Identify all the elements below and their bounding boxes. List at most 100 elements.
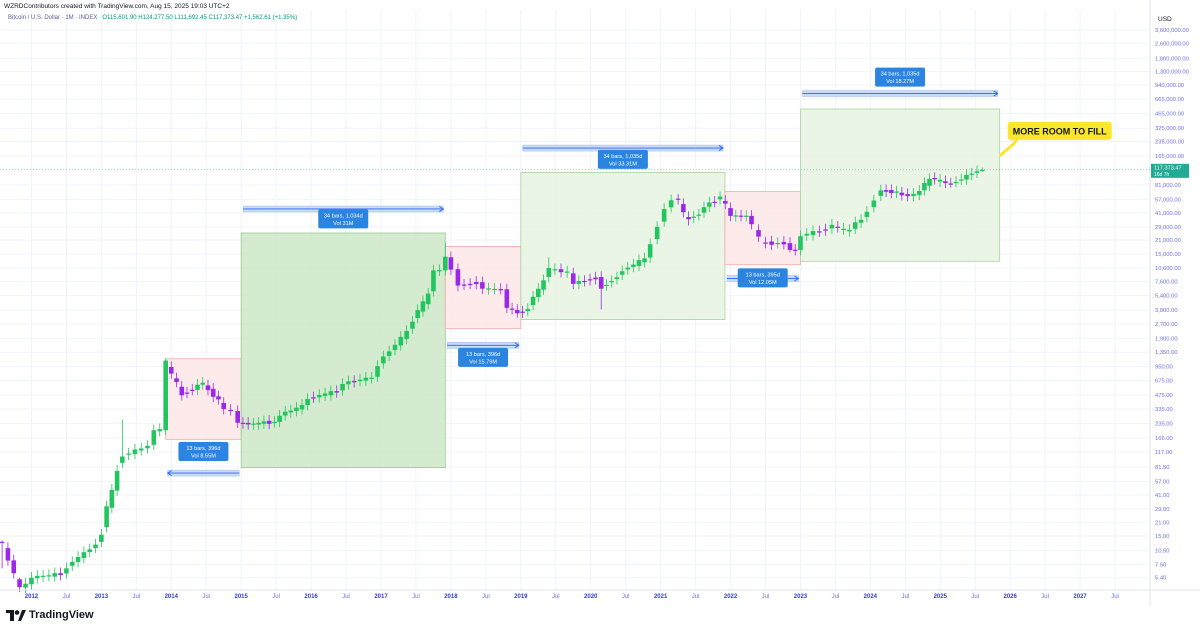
- candle[interactable]: [179, 386, 185, 396]
- candle[interactable]: [23, 583, 28, 588]
- measure-label[interactable]: [178, 441, 229, 461]
- tradingview-logo[interactable]: TradingView: [6, 609, 94, 621]
- candle[interactable]: [109, 489, 115, 508]
- candle[interactable]: [69, 562, 75, 566]
- candle[interactable]: [661, 208, 667, 222]
- candle[interactable]: [351, 380, 357, 383]
- candle[interactable]: [515, 309, 520, 314]
- candle[interactable]: [691, 216, 697, 218]
- candle[interactable]: [266, 420, 272, 424]
- candle[interactable]: [619, 271, 625, 275]
- candle[interactable]: [216, 396, 221, 400]
- candle[interactable]: [964, 174, 969, 180]
- candle[interactable]: [576, 281, 582, 284]
- last-price-marker[interactable]: [1151, 163, 1189, 178]
- candle[interactable]: [894, 191, 899, 193]
- candle[interactable]: [654, 226, 660, 240]
- candle[interactable]: [357, 379, 363, 382]
- currency-label[interactable]: USD: [1158, 16, 1172, 23]
- candle[interactable]: [953, 181, 959, 184]
- candle[interactable]: [99, 534, 104, 542]
- candle[interactable]: [311, 397, 316, 399]
- candle[interactable]: [363, 377, 369, 381]
- candle[interactable]: [598, 277, 604, 289]
- candle[interactable]: [328, 391, 334, 396]
- candle[interactable]: [593, 277, 598, 280]
- candle[interactable]: [282, 411, 288, 416]
- candle[interactable]: [642, 258, 647, 263]
- candle[interactable]: [798, 236, 803, 250]
- candle[interactable]: [11, 560, 17, 574]
- candle[interactable]: [210, 388, 216, 397]
- candle[interactable]: [769, 241, 774, 245]
- candle[interactable]: [701, 207, 707, 213]
- candle[interactable]: [245, 422, 251, 425]
- candle[interactable]: [958, 179, 964, 181]
- candle[interactable]: [631, 264, 636, 267]
- candle[interactable]: [917, 190, 922, 195]
- candle[interactable]: [392, 344, 398, 351]
- candle[interactable]: [927, 178, 932, 186]
- candle[interactable]: [564, 271, 570, 273]
- candle[interactable]: [221, 402, 227, 410]
- candle[interactable]: [943, 181, 948, 183]
- candle[interactable]: [937, 179, 943, 182]
- candle[interactable]: [75, 557, 81, 563]
- candle[interactable]: [804, 233, 810, 236]
- measure-label[interactable]: [875, 67, 926, 87]
- candle[interactable]: [486, 288, 491, 290]
- candle[interactable]: [46, 575, 52, 577]
- candle[interactable]: [712, 201, 718, 203]
- range-box[interactable]: [724, 191, 801, 266]
- candle[interactable]: [138, 448, 144, 451]
- candle[interactable]: [17, 579, 22, 588]
- candle[interactable]: [205, 385, 211, 391]
- candle[interactable]: [381, 356, 386, 364]
- candle[interactable]: [398, 336, 404, 346]
- candle[interactable]: [570, 273, 576, 284]
- candle[interactable]: [461, 284, 467, 286]
- candle[interactable]: [696, 214, 702, 216]
- candle[interactable]: [256, 422, 261, 425]
- candle[interactable]: [823, 229, 828, 231]
- candle[interactable]: [52, 573, 58, 577]
- candle[interactable]: [431, 270, 436, 292]
- candle[interactable]: [775, 243, 781, 245]
- candle[interactable]: [151, 430, 157, 445]
- candle[interactable]: [334, 391, 340, 393]
- range-box[interactable]: [520, 172, 726, 320]
- candle[interactable]: [157, 429, 163, 432]
- candle[interactable]: [969, 173, 975, 175]
- candle[interactable]: [587, 279, 593, 281]
- candle[interactable]: [272, 421, 277, 424]
- candle[interactable]: [455, 269, 461, 286]
- candle[interactable]: [104, 506, 109, 528]
- candle[interactable]: [792, 249, 798, 251]
- candle[interactable]: [546, 268, 552, 278]
- candle[interactable]: [200, 382, 206, 385]
- candle[interactable]: [717, 196, 723, 200]
- candle[interactable]: [614, 277, 620, 280]
- candle[interactable]: [841, 228, 846, 230]
- candle[interactable]: [647, 244, 653, 258]
- candle[interactable]: [852, 222, 858, 229]
- candle[interactable]: [738, 215, 744, 217]
- candle[interactable]: [448, 257, 454, 270]
- candle[interactable]: [707, 202, 712, 207]
- candle[interactable]: [883, 190, 889, 192]
- candle[interactable]: [787, 243, 793, 250]
- candle[interactable]: [743, 215, 749, 217]
- candle[interactable]: [948, 183, 954, 185]
- candle[interactable]: [340, 383, 345, 391]
- candle[interactable]: [174, 378, 179, 382]
- candle[interactable]: [410, 321, 415, 329]
- candle[interactable]: [168, 366, 174, 374]
- candle[interactable]: [756, 230, 761, 237]
- candle[interactable]: [93, 544, 98, 548]
- candle[interactable]: [781, 241, 787, 245]
- candle[interactable]: [235, 411, 240, 423]
- candle[interactable]: [316, 394, 322, 398]
- candle[interactable]: [322, 393, 328, 396]
- candle[interactable]: [810, 231, 816, 236]
- candle[interactable]: [878, 190, 884, 196]
